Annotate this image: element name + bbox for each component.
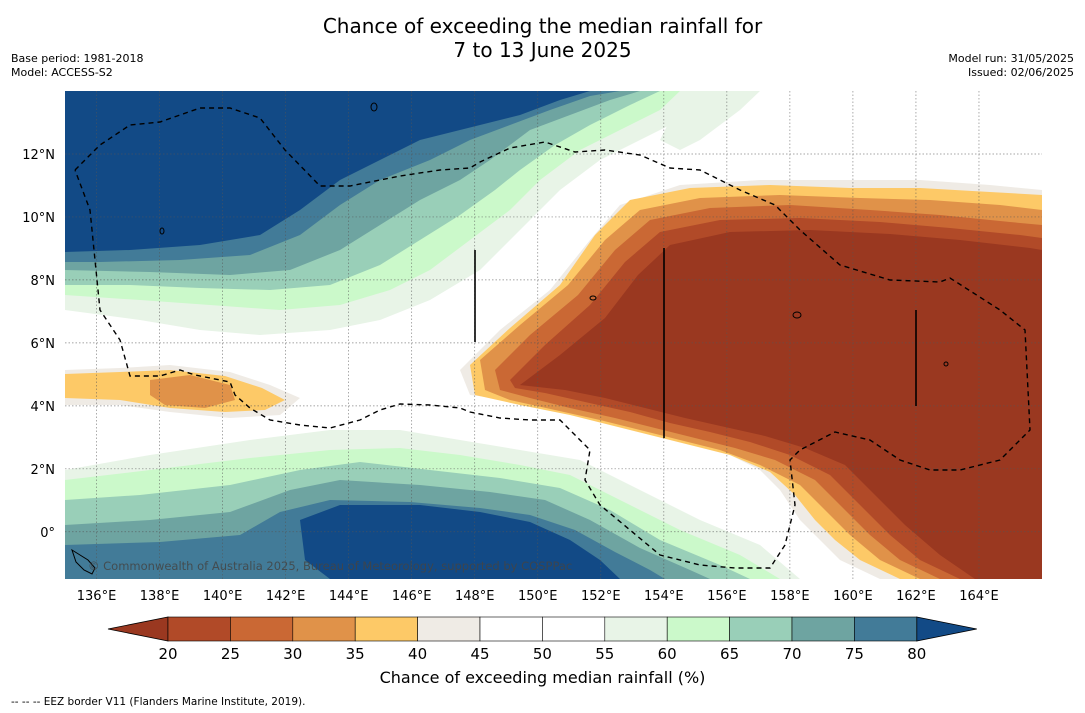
colorbar-segment [854,616,918,642]
island-outlines [71,102,949,575]
copyright-text: © Commonwealth of Australia 2025, Bureau… [88,559,572,573]
colorbar-segment [230,616,294,642]
colorbar-tick-label: 75 [845,645,864,663]
lat-label: 4°N [31,400,56,415]
colorbar-tick-label: 40 [408,645,427,663]
map-title: Chance of exceeding the median rainfall … [0,14,1085,62]
colorbar-segment [354,616,418,642]
colorbar-segment [604,616,668,642]
colorbar-segment [666,616,730,642]
colorbar-tick-label: 25 [221,645,240,663]
colorbar-tick-label: 55 [595,645,614,663]
lon-label: 146°E [392,589,432,604]
lon-label: 152°E [581,589,621,604]
title-line-2: 7 to 13 June 2025 [453,38,632,62]
colorbar-segment [167,616,231,642]
longitude-labels: 136°E 138°E 140°E 142°E 144°E 146°E 148°E 150°E… [77,589,999,604]
lon-label: 142°E [266,589,306,604]
colorbar-segment [542,616,606,642]
metadata-right: Model run: 31/05/2025 Issued: 02/06/2025 [948,52,1074,80]
model-run: Model run: 31/05/2025 [948,52,1074,65]
lon-label: 164°E [959,589,999,604]
colorbar-segment [292,616,356,642]
colorbar [107,616,977,642]
colorbar-tick-label: 60 [658,645,677,663]
lon-label: 138°E [140,589,180,604]
colorbar-ticks: 20 25 30 35 40 45 50 55 60 65 70 75 80 [158,645,926,663]
lon-label: 148°E [455,589,495,604]
eez-footnote: -- -- -- EEZ border V11 (Flanders Marine… [11,696,306,708]
lon-label: 162°E [896,589,936,604]
island-markers [474,248,917,438]
colorbar-tick-label: 50 [533,645,552,663]
metadata-left: Base period: 1981-2018 Model: ACCESS-S2 [11,52,143,80]
model-name: Model: ACCESS-S2 [11,66,113,79]
lat-label: 12°N [22,148,55,163]
lon-label: 140°E [203,589,243,604]
colorbar-tick-label: 20 [158,645,177,663]
title-line-1: Chance of exceeding the median rainfall … [322,14,763,38]
lon-label: 156°E [707,589,747,604]
colorbar-segment [479,616,543,642]
lat-label: 8°N [31,274,56,289]
colorbar-min-arrow [107,616,169,642]
lat-label: 10°N [22,211,55,226]
colorbar-segment [791,616,855,642]
lon-label: 144°E [329,589,369,604]
colorbar-segment [729,616,793,642]
colorbar-tick-label: 30 [283,645,302,663]
lat-label: 6°N [31,337,56,352]
lon-label: 154°E [644,589,684,604]
lon-label: 158°E [770,589,810,604]
colorbar-tick-label: 35 [346,645,365,663]
colorbar-label: Chance of exceeding median rainfall (%) [379,668,706,687]
lat-label: 0° [40,526,55,541]
latitude-labels: 12°N 10°N 8°N 6°N 4°N 2°N 0° [22,148,55,541]
colorbar-max-arrow [916,616,977,642]
colorbar-tick-label: 70 [782,645,801,663]
probability-field: © Commonwealth of Australia 2025, Bureau… [65,91,1042,579]
issued-date: Issued: 02/06/2025 [967,66,1074,79]
lon-label: 136°E [77,589,117,604]
base-period: Base period: 1981-2018 [11,52,144,65]
colorbar-segment [417,616,481,642]
colorbar-tick-label: 45 [470,645,489,663]
lat-label: 2°N [31,463,56,478]
colorbar-tick-label: 65 [720,645,739,663]
colorbar-tick-label: 80 [907,645,926,663]
lon-label: 160°E [833,589,873,604]
lon-label: 150°E [518,589,558,604]
